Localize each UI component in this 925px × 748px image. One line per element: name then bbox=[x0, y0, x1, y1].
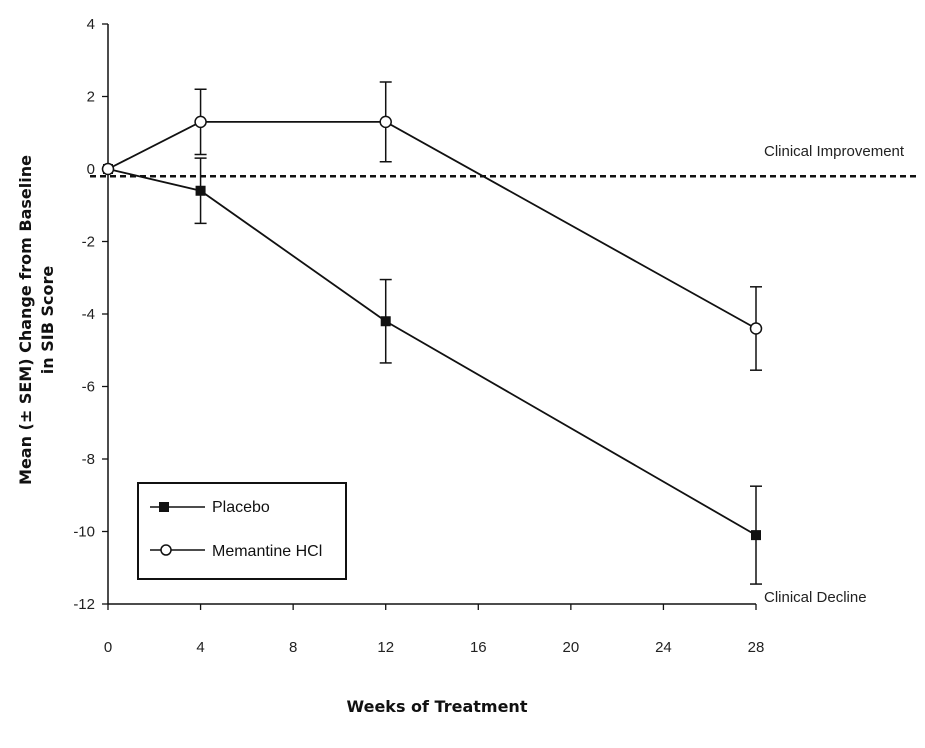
y-tick-label: -10 bbox=[73, 524, 95, 541]
series-line-memantine-hcl bbox=[107, 120, 757, 330]
data-point-memantine-hcl bbox=[379, 115, 392, 129]
legend-label-memantine: Memantine HCl bbox=[212, 543, 322, 560]
y-tick-label: 4 bbox=[87, 16, 95, 33]
y-axis-title: Mean (± SEM) Change from Baseline in SIB… bbox=[16, 155, 57, 485]
annotation-label: Clinical Decline bbox=[764, 589, 867, 606]
y-tick-label: -2 bbox=[82, 234, 95, 251]
legend-marker-placebo bbox=[159, 502, 169, 512]
series-line-placebo bbox=[107, 168, 757, 536]
x-tick-label: 0 bbox=[104, 639, 112, 656]
y-axis-title-line-1: Mean (± SEM) Change from Baseline bbox=[16, 155, 35, 485]
y-tick-label: -12 bbox=[73, 596, 95, 613]
x-tick-label: 4 bbox=[196, 639, 204, 656]
data-point-placebo bbox=[751, 530, 761, 541]
x-tick-label: 20 bbox=[563, 639, 580, 656]
x-tick-label: 8 bbox=[289, 639, 297, 656]
annotation-label: Clinical Improvement bbox=[764, 143, 905, 160]
data-point-memantine-hcl bbox=[194, 115, 207, 129]
data-point-placebo bbox=[380, 316, 391, 327]
series-layer bbox=[101, 81, 763, 585]
x-tick-label: 16 bbox=[470, 639, 487, 656]
data-point-placebo bbox=[195, 185, 206, 196]
x-axis-title: Weeks of Treatment bbox=[347, 697, 528, 716]
legend: Placebo Memantine HCl bbox=[137, 482, 347, 580]
y-ticks: 4 2 0 -2 -4 -6 -8 -10 -12 bbox=[73, 16, 108, 613]
y-tick-label: 2 bbox=[87, 89, 95, 106]
x-ticks: 0 4 8 12 16 20 24 28 bbox=[104, 604, 765, 656]
x-tick-label: 24 bbox=[655, 639, 672, 656]
data-point-memantine-hcl bbox=[749, 322, 763, 335]
legend-marker-memantine bbox=[160, 544, 172, 556]
y-tick-label: 0 bbox=[87, 161, 95, 178]
x-tick-label: 28 bbox=[748, 639, 765, 656]
y-tick-label: -8 bbox=[82, 451, 95, 468]
data-point-memantine-hcl bbox=[101, 162, 115, 176]
y-axis-title-line-2: in SIB Score bbox=[38, 266, 57, 375]
x-tick-label: 12 bbox=[377, 639, 394, 656]
y-tick-label: -6 bbox=[82, 379, 95, 396]
legend-box bbox=[137, 482, 347, 580]
y-tick-label: -4 bbox=[82, 306, 95, 323]
legend-label-placebo: Placebo bbox=[212, 499, 270, 516]
annotations: Clinical Improvement Clinical Decline bbox=[764, 143, 905, 606]
